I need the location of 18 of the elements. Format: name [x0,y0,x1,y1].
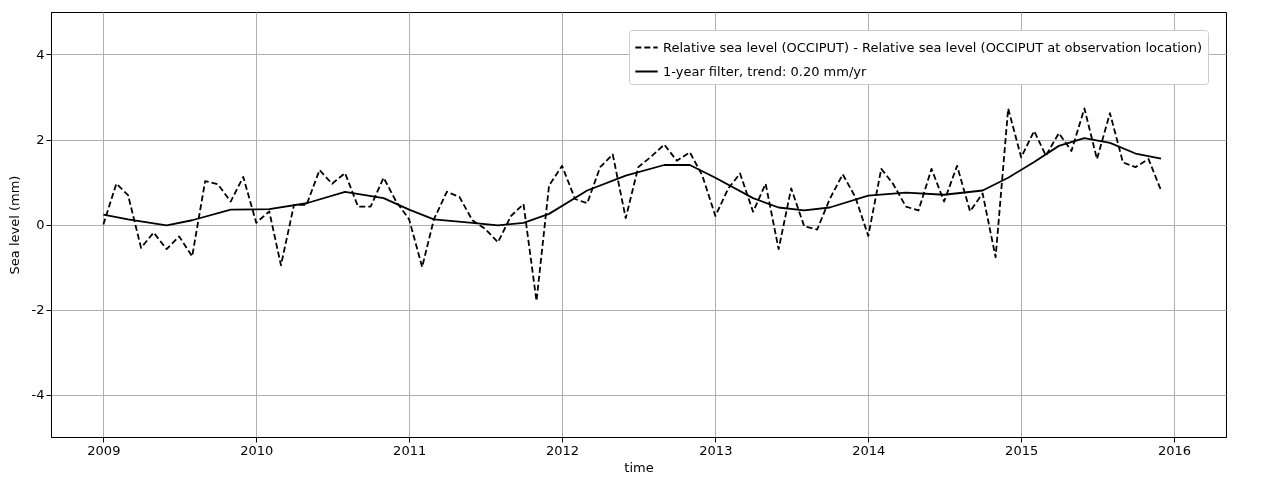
y-tick-label: 0 [36,217,45,232]
legend-label: Relative sea level (OCCIPUT) - Relative sea level (OCCIPUT at observation location) [663,39,1203,55]
x-tick-label: 2013 [699,442,733,458]
x-tick-label: 2011 [393,442,427,458]
y-tick-label: -4 [31,387,45,402]
x-tick-label: 2014 [852,442,886,458]
x-axis-title: time [624,459,654,475]
y-tick-label: -2 [31,302,45,317]
x-tick-label: 2012 [546,442,580,458]
y-axis-title: Sea level (mm) [6,175,22,275]
x-tick-label: 2015 [1005,442,1039,458]
y-tick-label: 2 [36,132,45,147]
y-tick-label: 4 [36,47,45,62]
line-series [102,107,1162,302]
legend-label: 1-year filter, trend: 0.20 mm/yr [663,63,868,79]
x-tick-label: 2016 [1158,442,1192,458]
x-tick-label: 2010 [240,442,274,458]
x-tick-label: 2009 [87,442,121,458]
